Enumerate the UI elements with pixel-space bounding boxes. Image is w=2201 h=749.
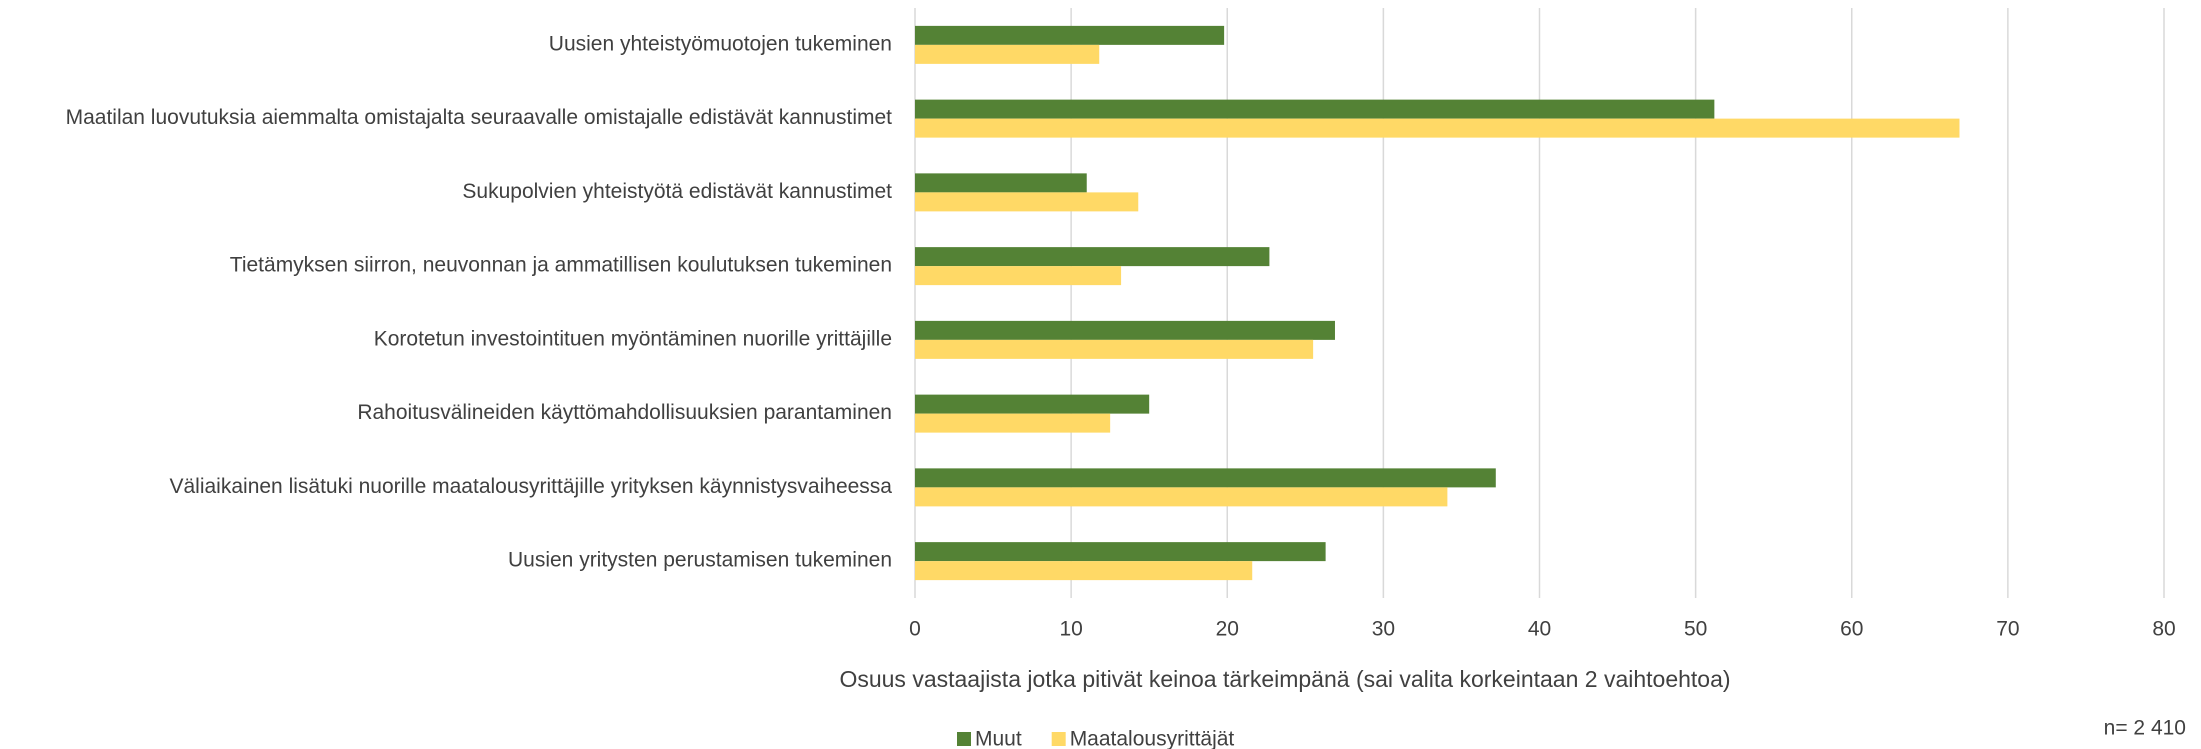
x-tick-label: 40 bbox=[1528, 618, 1551, 641]
bar bbox=[915, 192, 1139, 212]
x-axis-title: Osuus vastaajista jotka pitivät keinoa t… bbox=[839, 666, 1730, 692]
bar bbox=[915, 339, 1314, 359]
y-tick-label: Uusien yritysten perustamisen tukeminen bbox=[508, 549, 892, 572]
bar bbox=[915, 247, 1270, 267]
x-tick-label: 70 bbox=[1996, 618, 2019, 641]
x-tick-label: 0 bbox=[909, 618, 921, 641]
x-tick-label: 20 bbox=[1216, 618, 1239, 641]
legend-swatch bbox=[957, 732, 971, 746]
y-tick-label: Sukupolvien yhteistyötä edistävät kannus… bbox=[462, 180, 892, 203]
x-tick-label: 60 bbox=[1840, 618, 1863, 641]
bar bbox=[915, 266, 1122, 286]
bar bbox=[915, 394, 1150, 414]
bar bbox=[915, 413, 1111, 433]
bar bbox=[915, 561, 1253, 581]
legend-swatch bbox=[1051, 732, 1066, 746]
bar bbox=[915, 468, 1496, 488]
y-tick-label: Väliaikainen lisätuki nuorille maatalous… bbox=[169, 475, 892, 498]
bar bbox=[915, 542, 1326, 562]
y-tick-label: Tietämyksen siirron, neuvonnan ja ammati… bbox=[230, 254, 892, 277]
x-tick-label: 80 bbox=[2152, 618, 2175, 641]
y-tick-label: Korotetun investointituen myöntäminen nu… bbox=[374, 327, 892, 350]
bar bbox=[915, 25, 1225, 45]
y-tick-label: Rahoitusvälineiden käyttömahdollisuuksie… bbox=[357, 401, 892, 424]
x-tick-label: 30 bbox=[1372, 618, 1395, 641]
legend-label: Muut bbox=[975, 728, 1022, 749]
y-tick-label: Uusien yhteistyömuotojen tukeminen bbox=[549, 32, 892, 55]
bar bbox=[915, 118, 1960, 138]
bar bbox=[915, 44, 1100, 64]
x-tick-label: 50 bbox=[1684, 618, 1707, 641]
y-tick-label: Maatilan luovutuksia aiemmalta omistajal… bbox=[66, 106, 893, 129]
legend-label: Maatalousyrittäjät bbox=[1070, 728, 1235, 749]
x-tick-label: 10 bbox=[1059, 618, 1082, 641]
bar bbox=[915, 320, 1335, 340]
bar bbox=[915, 487, 1448, 507]
annotation: n= 2 410 bbox=[2104, 717, 2186, 740]
bar bbox=[915, 99, 1715, 119]
bar bbox=[915, 173, 1087, 193]
